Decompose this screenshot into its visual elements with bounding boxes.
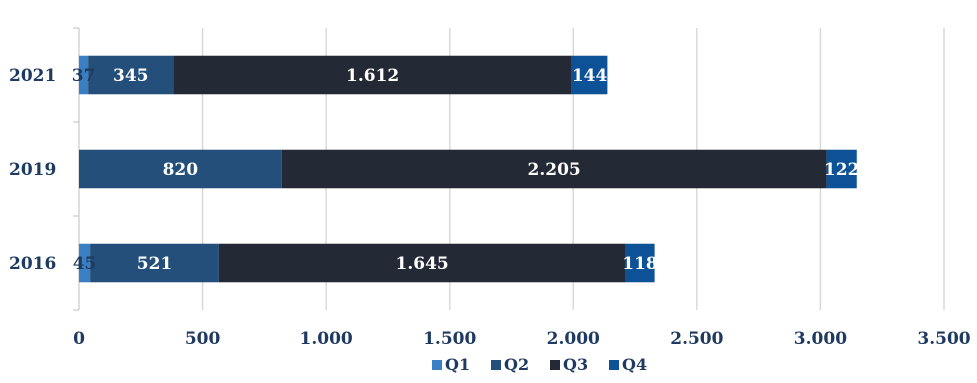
x-tick-label: 3.500: [917, 329, 970, 349]
bar-segment-q3-2016: [218, 243, 626, 283]
bar-segment-q2-2021: [88, 55, 174, 95]
data-label-q2-2016: 521: [137, 254, 173, 274]
bar-segment-q1-2016: [79, 243, 91, 283]
data-labels: 37 345 1.612 144 820 2.205 122 45 521 1.645 118: [72, 66, 860, 274]
bar-segment-q3-2021: [173, 55, 572, 95]
data-label-q4-2016: 118: [622, 254, 658, 274]
x-tick-label: 1.500: [423, 329, 476, 349]
bars: [79, 55, 857, 283]
x-tick-label: 3.000: [794, 329, 847, 349]
x-tick-label: 500: [185, 329, 221, 349]
x-tick-label: 0: [73, 329, 85, 349]
data-label-q4-2021: 144: [572, 66, 608, 86]
legend-item-q4[interactable]: Q4: [609, 355, 647, 374]
bar-segment-q3-2019: [281, 149, 827, 189]
x-tick-label: 2.000: [547, 329, 600, 349]
category-label-2016: 2016: [9, 254, 56, 274]
legend-swatch-q2: [491, 360, 501, 370]
bar-segment-q4-2019: [826, 149, 857, 189]
legend[interactable]: Q1 Q2 Q3 Q4: [432, 355, 647, 374]
data-label-q1-2021: 37: [72, 66, 96, 86]
legend-label-q3: Q3: [563, 355, 588, 374]
data-label-q3-2021: 1.612: [346, 66, 399, 86]
data-label-q2-2021: 345: [113, 66, 149, 86]
data-label-q1-2016: 45: [73, 254, 97, 274]
legend-swatch-q3: [550, 360, 560, 370]
x-tick-label: 2.500: [670, 329, 723, 349]
category-label-2021: 2021: [9, 66, 56, 86]
legend-swatch-q1: [432, 360, 442, 370]
data-label-q4-2019: 122: [824, 160, 860, 180]
bar-segment-q4-2021: [571, 55, 608, 95]
x-axis-tick-labels: 0 500 1.000 1.500 2.000 2.500 3.000 3.500: [73, 329, 971, 349]
bar-segment-q4-2016: [625, 243, 655, 283]
category-label-2019: 2019: [9, 160, 56, 180]
legend-swatch-q4: [609, 360, 619, 370]
bar-segment-q1-2021: [79, 55, 89, 95]
legend-item-q2[interactable]: Q2: [491, 355, 529, 374]
bar-segment-q2-2019: [79, 149, 282, 189]
legend-item-q3[interactable]: Q3: [550, 355, 588, 374]
data-label-q3-2019: 2.205: [528, 160, 581, 180]
legend-label-q2: Q2: [504, 355, 529, 374]
legend-label-q4: Q4: [622, 355, 647, 374]
category-labels: 2021 2019 2016: [9, 66, 56, 274]
bar-segment-q2-2016: [90, 243, 219, 283]
data-label-q2-2019: 820: [163, 160, 199, 180]
x-tick-label: 1.000: [300, 329, 353, 349]
legend-label-q1: Q1: [445, 355, 470, 374]
legend-item-q1[interactable]: Q1: [432, 355, 470, 374]
data-label-q3-2016: 1.645: [396, 254, 449, 274]
